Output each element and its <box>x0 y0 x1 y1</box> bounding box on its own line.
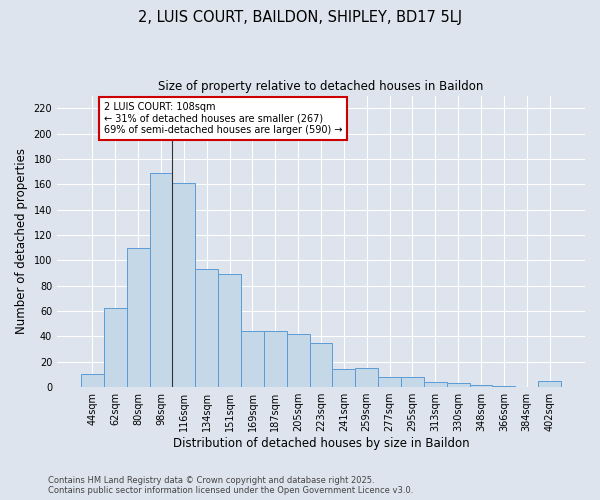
Bar <box>104 308 127 387</box>
Bar <box>81 374 104 387</box>
Bar <box>401 377 424 387</box>
Y-axis label: Number of detached properties: Number of detached properties <box>15 148 28 334</box>
Text: Contains HM Land Registry data © Crown copyright and database right 2025.
Contai: Contains HM Land Registry data © Crown c… <box>48 476 413 495</box>
Bar <box>287 334 310 387</box>
Bar <box>355 368 378 387</box>
Title: Size of property relative to detached houses in Baildon: Size of property relative to detached ho… <box>158 80 484 93</box>
Bar <box>493 386 515 387</box>
Text: 2 LUIS COURT: 108sqm
← 31% of detached houses are smaller (267)
69% of semi-deta: 2 LUIS COURT: 108sqm ← 31% of detached h… <box>104 102 343 135</box>
Bar <box>447 384 470 387</box>
Bar <box>332 370 355 387</box>
Bar <box>241 332 264 387</box>
Bar <box>149 173 172 387</box>
Bar <box>538 380 561 387</box>
Bar <box>127 248 149 387</box>
Bar <box>378 377 401 387</box>
Bar <box>470 384 493 387</box>
X-axis label: Distribution of detached houses by size in Baildon: Distribution of detached houses by size … <box>173 437 469 450</box>
Text: 2, LUIS COURT, BAILDON, SHIPLEY, BD17 5LJ: 2, LUIS COURT, BAILDON, SHIPLEY, BD17 5L… <box>138 10 462 25</box>
Bar <box>218 274 241 387</box>
Bar <box>196 269 218 387</box>
Bar <box>172 183 196 387</box>
Bar <box>310 342 332 387</box>
Bar <box>424 382 447 387</box>
Bar <box>264 332 287 387</box>
